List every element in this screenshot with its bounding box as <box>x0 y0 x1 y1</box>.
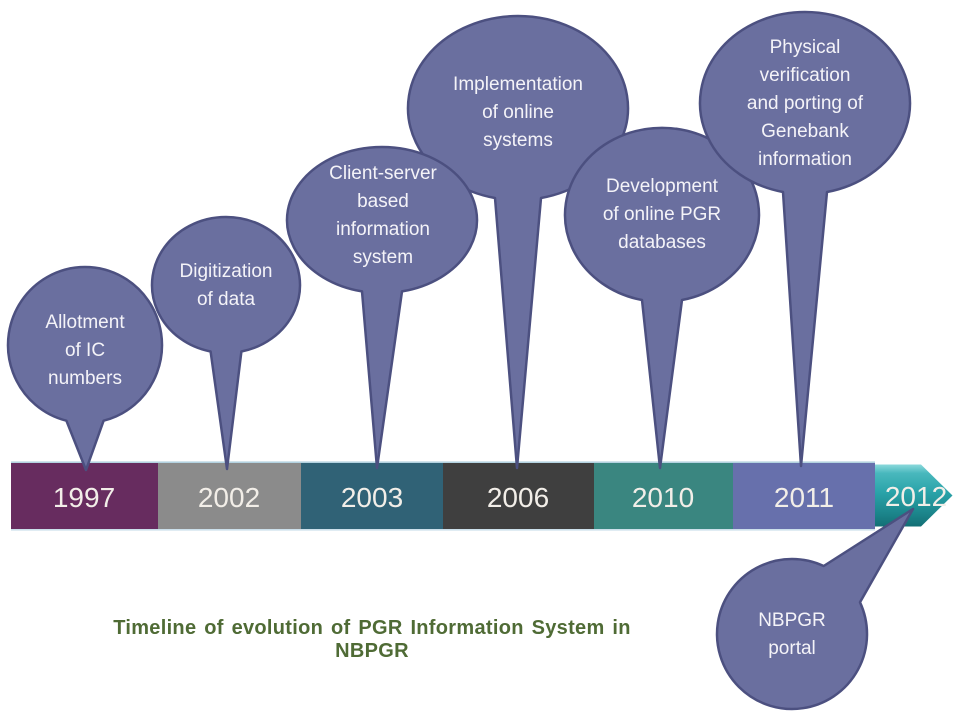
balloon-label-digitization-of-data: Digitization of data <box>179 261 273 310</box>
year-label-2010: 2010 <box>631 482 695 513</box>
balloon-shape-nbpgr-portal <box>715 507 915 711</box>
balloon-shape-allotment <box>6 265 164 472</box>
timeline-segment-2003 <box>301 463 443 529</box>
timeline-segment-2010 <box>594 463 733 529</box>
balloon-label-physical-verification-genebank: Physical verification and porting of Gen… <box>746 37 864 170</box>
bar-bottom-edge-line <box>11 528 875 531</box>
timeline-segment-1997 <box>11 463 158 529</box>
balloon-label-allotment-of-ic-numbers: Allotment of IC numbers <box>45 312 125 389</box>
year-label-2006: 2006 <box>486 482 550 513</box>
timeline-segment-2006 <box>443 463 594 529</box>
year-label-2011: 2011 <box>773 482 835 513</box>
timeline-segment-2011 <box>733 463 875 529</box>
timeline-segment-2002 <box>158 463 301 529</box>
year-label-2012: 2012 <box>884 481 948 512</box>
balloon-shape-development <box>563 126 761 470</box>
timeline-arrow-2012 <box>875 464 953 527</box>
diagram-caption: Timeline of evolution of PGR Information… <box>113 617 631 662</box>
balloon-label-nbpgr-portal: NBPGR portal <box>758 610 826 659</box>
balloon-label-implementation-online-systems: Implementation of online systems <box>453 74 583 151</box>
balloon-shapes <box>6 10 915 711</box>
balloon-shape-physical-verification <box>698 10 912 468</box>
balloon-shape-digitization <box>150 215 302 471</box>
balloon-shape-client-server <box>285 145 479 470</box>
year-label-2003: 2003 <box>340 482 404 513</box>
year-label-1997: 1997 <box>52 482 116 513</box>
year-label-2002: 2002 <box>197 482 261 513</box>
balloon-label-client-server-system: Client-server based information system <box>329 163 437 268</box>
bar-top-edge-line <box>11 461 875 464</box>
balloon-label-development-online-pgr-databases: Development of online PGR databases <box>602 176 722 253</box>
